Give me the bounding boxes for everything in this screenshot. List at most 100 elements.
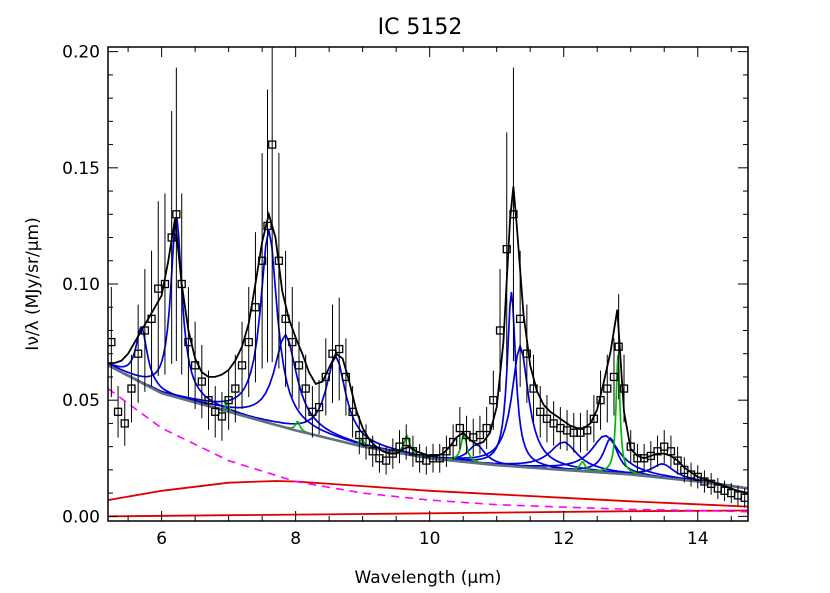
data-point xyxy=(489,396,498,405)
y-tick-label: 0.05 xyxy=(62,391,100,411)
y-tick-label: 0.10 xyxy=(62,275,100,295)
data-point xyxy=(177,279,186,289)
data-point xyxy=(455,423,464,433)
data-point xyxy=(172,210,181,219)
data-point xyxy=(402,437,411,447)
data-point xyxy=(368,447,377,456)
data-point xyxy=(509,210,518,219)
data-point xyxy=(653,447,662,456)
data-point xyxy=(257,256,267,265)
data-point xyxy=(184,337,193,347)
plot-curves xyxy=(108,186,748,518)
data-point xyxy=(190,361,200,370)
data-point xyxy=(388,449,397,458)
data-point xyxy=(160,279,170,289)
x-tick-label: 12 xyxy=(553,529,575,549)
data-point xyxy=(448,437,458,447)
data-point xyxy=(589,414,599,423)
axis-ticks: 6 8 10 12 14 0.00 0.05 0.10 0.15 0.20 xyxy=(62,43,748,549)
data-point xyxy=(475,430,485,440)
data-point xyxy=(217,412,227,421)
continuum-total-line xyxy=(108,364,748,490)
y-tick-label: 0.20 xyxy=(62,43,100,63)
data-point xyxy=(619,384,629,393)
data-point xyxy=(127,384,136,393)
data-point xyxy=(274,256,284,265)
data-point xyxy=(626,442,635,451)
data-point xyxy=(120,419,129,428)
data-point xyxy=(646,451,655,461)
data-point xyxy=(609,372,619,382)
dust-continuum-cold-line xyxy=(108,509,748,518)
plot-frame xyxy=(107,46,749,522)
x-tick-label: 8 xyxy=(290,529,301,549)
data-point xyxy=(251,303,260,312)
data-point xyxy=(442,447,451,456)
data-point xyxy=(395,442,404,451)
dust-continuum-warm-line xyxy=(108,480,748,508)
data-point xyxy=(673,456,682,465)
data-point xyxy=(268,140,277,149)
y-axis-title: Iν/λ (MJy/sr/μm) xyxy=(23,217,43,350)
data-point xyxy=(328,349,337,358)
data-point xyxy=(583,426,592,435)
atomic-line xyxy=(589,355,647,477)
data-point xyxy=(134,349,143,358)
data-point xyxy=(288,337,297,347)
data-point xyxy=(321,372,330,382)
data-point xyxy=(237,361,247,370)
data-point xyxy=(666,447,676,456)
pah-feature-line xyxy=(194,354,477,464)
pah-feature-line xyxy=(108,216,258,420)
data-point xyxy=(495,326,505,335)
y-tick-label: 0.15 xyxy=(62,159,100,179)
data-point xyxy=(435,454,444,463)
data-point xyxy=(224,396,233,405)
data-point xyxy=(231,384,240,393)
data-point xyxy=(542,414,552,423)
data-point xyxy=(281,314,290,324)
pah-feature-line xyxy=(147,229,390,451)
data-point xyxy=(154,284,163,293)
data-point xyxy=(536,407,545,416)
x-tick-label: 14 xyxy=(687,529,709,549)
data-point xyxy=(113,407,123,416)
data-point xyxy=(660,442,669,451)
data-point xyxy=(603,384,612,393)
x-tick-label: 6 xyxy=(156,529,167,549)
data-point xyxy=(348,407,357,416)
data-point xyxy=(614,342,623,351)
data-point xyxy=(263,221,272,231)
data-point xyxy=(549,419,558,428)
data-point xyxy=(515,314,525,324)
data-point xyxy=(108,337,116,347)
data-point xyxy=(355,430,364,440)
data-point xyxy=(522,349,531,358)
data-point xyxy=(502,244,511,254)
data-point xyxy=(693,472,702,482)
data-point xyxy=(529,384,538,393)
data-point xyxy=(341,372,351,382)
data-point xyxy=(314,402,324,412)
data-point xyxy=(294,361,304,370)
data-point xyxy=(308,407,317,416)
data-point xyxy=(740,493,748,502)
data-point xyxy=(204,396,213,405)
data-point xyxy=(361,437,371,447)
data-point xyxy=(147,314,156,324)
data-point xyxy=(301,384,310,393)
data-point xyxy=(211,407,220,416)
y-tick-label: 0.00 xyxy=(62,507,100,527)
x-axis-title: Wavelength (μm) xyxy=(355,568,502,588)
data-point xyxy=(408,447,418,456)
data-point xyxy=(680,465,689,475)
data-point xyxy=(244,337,253,347)
data-point xyxy=(335,344,344,354)
x-tick-label: 10 xyxy=(419,529,441,549)
chart-title: IC 5152 xyxy=(378,15,463,40)
data-point xyxy=(197,377,206,386)
data-point xyxy=(140,326,150,335)
data-point xyxy=(596,396,605,405)
stellar-continuum-line xyxy=(108,387,748,513)
